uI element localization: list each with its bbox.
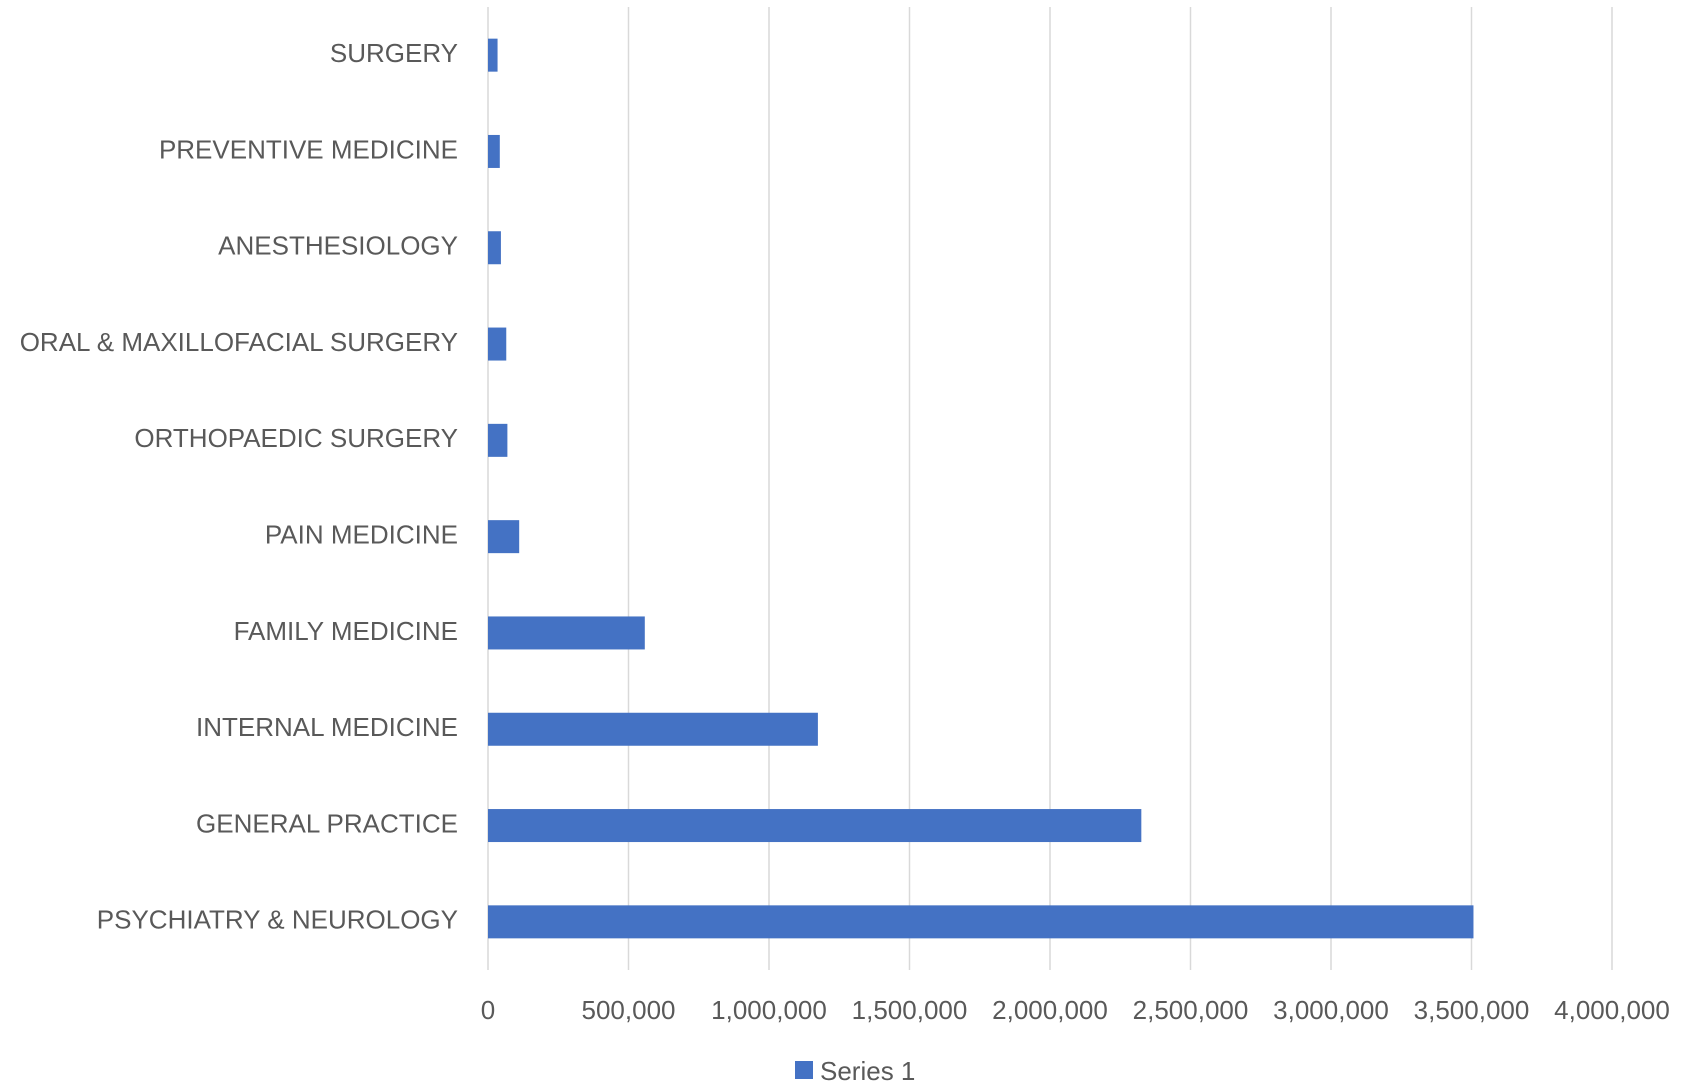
x-tick-label: 2,000,000 xyxy=(992,995,1108,1025)
x-tick-label: 3,000,000 xyxy=(1273,995,1389,1025)
y-tick-label: ANESTHESIOLOGY xyxy=(218,231,458,261)
y-tick-label: FAMILY MEDICINE xyxy=(234,616,458,646)
bar xyxy=(488,423,508,457)
bar xyxy=(488,809,1142,843)
x-tick-label: 500,000 xyxy=(582,995,676,1025)
x-tick-label: 4,000,000 xyxy=(1554,995,1670,1025)
y-tick-label: PAIN MEDICINE xyxy=(265,520,458,550)
y-tick-label: ORAL & MAXILLOFACIAL SURGERY xyxy=(20,327,458,357)
y-tick-label: PSYCHIATRY & NEUROLOGY xyxy=(97,905,458,935)
bar xyxy=(488,231,501,265)
legend-label: Series 1 xyxy=(820,1056,915,1086)
y-tick-label: GENERAL PRACTICE xyxy=(196,808,458,838)
x-tick-label: 1,000,000 xyxy=(711,995,827,1025)
x-tick-label: 0 xyxy=(481,995,495,1025)
x-tick-label: 3,500,000 xyxy=(1414,995,1530,1025)
bar xyxy=(488,520,520,554)
bar xyxy=(488,134,500,168)
y-tick-label: PREVENTIVE MEDICINE xyxy=(159,134,458,164)
y-tick-label: INTERNAL MEDICINE xyxy=(196,712,458,742)
x-tick-label: 1,500,000 xyxy=(852,995,968,1025)
bar xyxy=(488,905,1474,939)
bar xyxy=(488,38,498,72)
y-tick-label: SURGERY xyxy=(330,38,458,68)
y-tick-label: ORTHOPAEDIC SURGERY xyxy=(134,423,458,453)
bar xyxy=(488,327,507,361)
x-tick-label: 2,500,000 xyxy=(1133,995,1249,1025)
bar xyxy=(488,616,645,650)
legend-swatch xyxy=(795,1061,813,1079)
bar xyxy=(488,712,818,746)
